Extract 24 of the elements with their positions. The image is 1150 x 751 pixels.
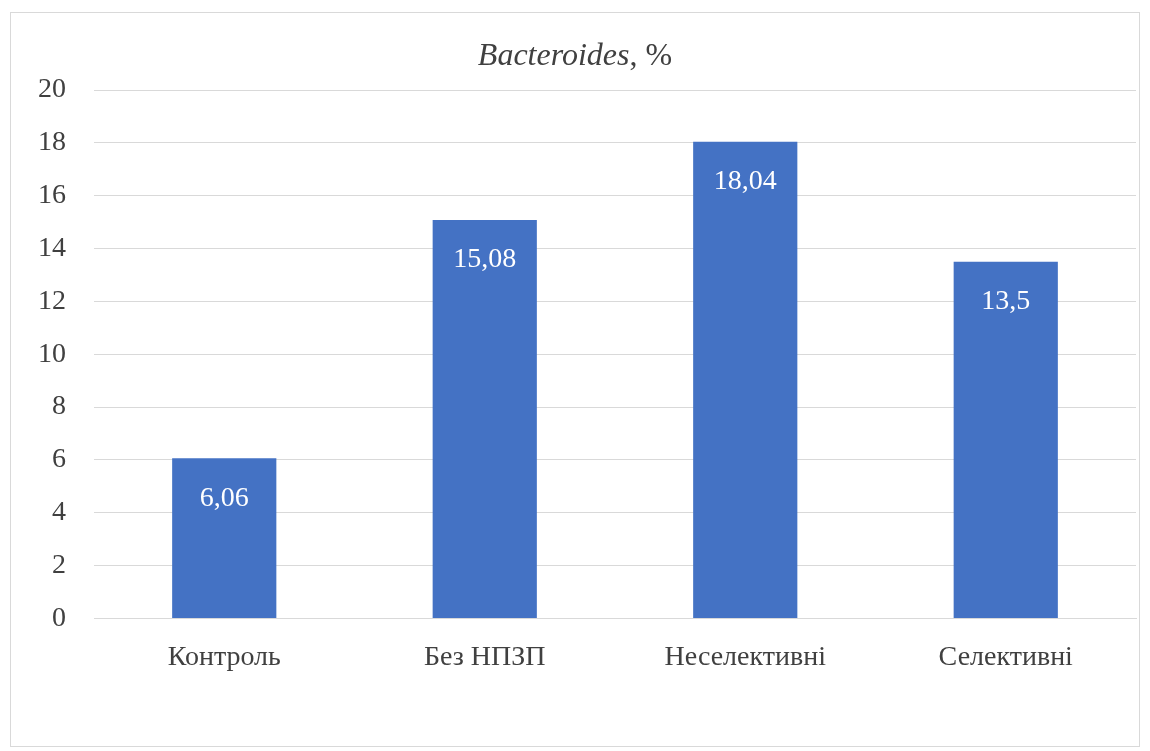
y-tick-label: 6 — [52, 442, 66, 474]
x-tick-label: Без НПЗП — [423, 639, 546, 671]
x-tick-label: Неселективні — [664, 639, 827, 671]
y-tick-label: 10 — [38, 336, 66, 368]
bar — [172, 458, 277, 618]
y-tick-label: 12 — [38, 283, 66, 315]
y-tick-label: 8 — [52, 389, 66, 421]
y-tick-label: 16 — [38, 178, 66, 210]
bar — [953, 261, 1058, 618]
bar — [693, 141, 798, 618]
bar — [432, 219, 537, 618]
data-label: 15,08 — [453, 242, 517, 274]
y-tick-label: 20 — [38, 72, 66, 104]
y-tick-label: 14 — [38, 230, 66, 262]
y-tick-label: 4 — [52, 495, 66, 527]
data-label: 6,06 — [199, 480, 249, 512]
x-tick-label: Селективні — [938, 639, 1074, 671]
x-tick-label: Контроль — [167, 639, 281, 671]
y-tick-label: 2 — [52, 547, 66, 579]
chart-title: Bacteroides, % — [476, 36, 674, 73]
y-tick-label: 18 — [38, 125, 66, 157]
data-label: 18,04 — [713, 164, 777, 196]
data-label: 13,5 — [981, 284, 1031, 316]
y-tick-label: 0 — [52, 600, 66, 632]
